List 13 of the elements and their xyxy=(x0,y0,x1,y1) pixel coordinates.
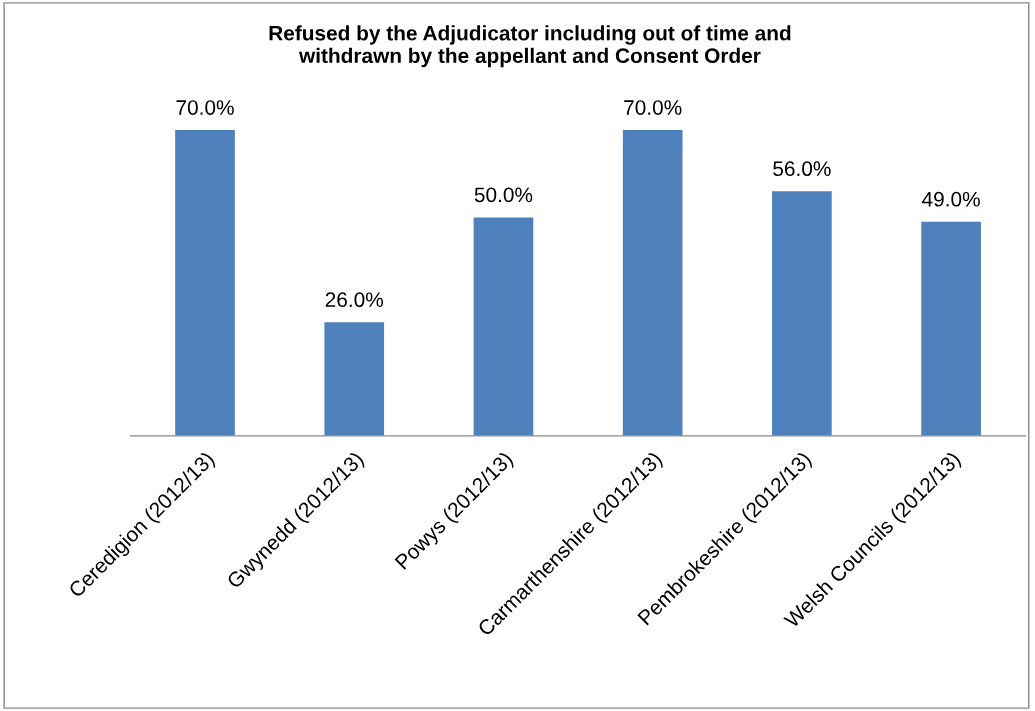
bar xyxy=(175,130,235,436)
data-label: 56.0% xyxy=(773,161,831,177)
data-label: 70.0% xyxy=(624,100,682,115)
data-label: 49.0% xyxy=(922,191,980,207)
data-label: 26.0% xyxy=(325,292,384,308)
bar xyxy=(622,130,683,436)
bar xyxy=(921,221,981,436)
bar xyxy=(772,191,832,436)
data-label: 70.0% xyxy=(176,100,234,115)
chart-title: Refused by the Adjudicator including out of time and withdrawn by the appellant and Consent Order xyxy=(269,25,791,68)
data-label: 50.0% xyxy=(474,187,533,203)
bar xyxy=(473,217,534,436)
bar xyxy=(324,322,385,436)
